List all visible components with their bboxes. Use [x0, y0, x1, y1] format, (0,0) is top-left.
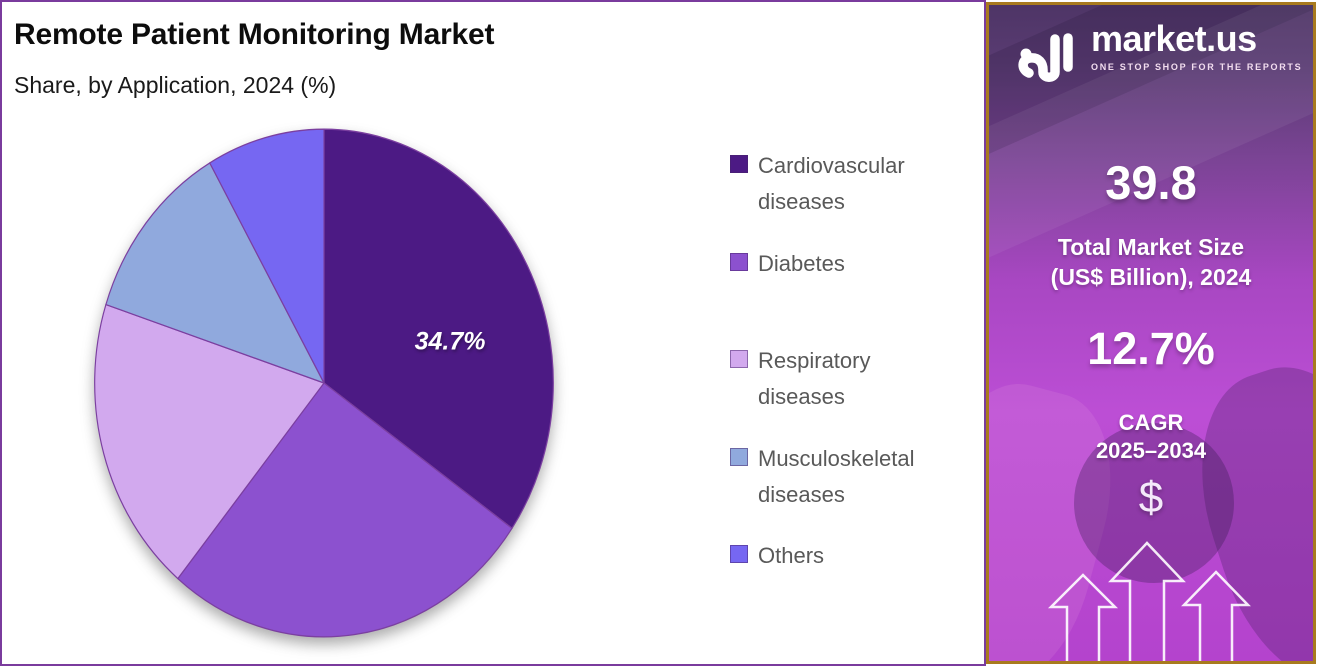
- pie-slice: [323, 128, 554, 529]
- cagr-label-line1: CAGR: [1118, 410, 1184, 435]
- pie-data-label: 34.7%: [414, 327, 486, 356]
- pie-chart: [94, 128, 554, 638]
- brand-tagline: ONE STOP SHOP FOR THE REPORTS: [1091, 62, 1303, 72]
- pie-slice: [209, 128, 325, 384]
- page-subtitle: Share, by Application, 2024 (%): [14, 72, 337, 98]
- legend-item: Respiratory diseases: [730, 343, 940, 416]
- market-size-label-line2: (US$ Billion), 2024: [1050, 263, 1252, 290]
- pie-slice: [94, 303, 325, 580]
- pie-slice: [177, 382, 513, 638]
- legend-item: Musculoskeletal diseases: [730, 441, 940, 514]
- brand-text-block: market.us ONE STOP SHOP FOR THE REPORTS: [1091, 18, 1303, 73]
- dollar-icon: $: [1138, 473, 1164, 522]
- market-size-label-line1: Total Market Size: [1057, 234, 1245, 260]
- brand-name: market.us: [1091, 18, 1257, 59]
- legend-swatch: [730, 350, 748, 368]
- promo-panel: market.us ONE STOP SHOP FOR THE REPORTS …: [986, 2, 1316, 664]
- cagr-label-line2: 2025–2034: [1095, 438, 1207, 464]
- page-title: Remote Patient Monitoring Market: [14, 18, 495, 51]
- legend-item: Others: [730, 538, 940, 574]
- legend-label: Cardiovascular diseases: [758, 153, 905, 215]
- legend-swatch: [730, 155, 748, 173]
- brand-logo: market.us ONE STOP SHOP FOR THE REPORTS: [989, 5, 1313, 89]
- growth-arrows-icon: [1047, 541, 1251, 661]
- legend-swatch: [730, 252, 748, 271]
- cagr-label: CAGR 2025–2034: [989, 409, 1313, 465]
- legend-item: Cardiovascular diseases: [730, 148, 940, 221]
- legend-swatch: [730, 545, 748, 563]
- market-us-logo-icon: [1018, 33, 1073, 82]
- chart-legend: Cardiovascular diseases Diabetes Respirato…: [730, 2, 960, 668]
- legend-label: Diabetes: [758, 250, 845, 276]
- pie-slice: [105, 162, 325, 384]
- legend-label: Musculoskeletal diseases: [758, 445, 915, 507]
- legend-swatch: [730, 447, 748, 466]
- market-size-value: 39.8: [1105, 156, 1197, 209]
- legend-label: Respiratory diseases: [758, 348, 871, 410]
- cagr-value: 12.7%: [1087, 323, 1215, 374]
- market-size-label: Total Market Size (US$ Billion), 2024: [989, 233, 1313, 293]
- chart-area: Remote Patient Monitoring Market Share, …: [0, 0, 986, 666]
- legend-item: Diabetes: [730, 246, 940, 282]
- legend-label: Others: [758, 543, 825, 568]
